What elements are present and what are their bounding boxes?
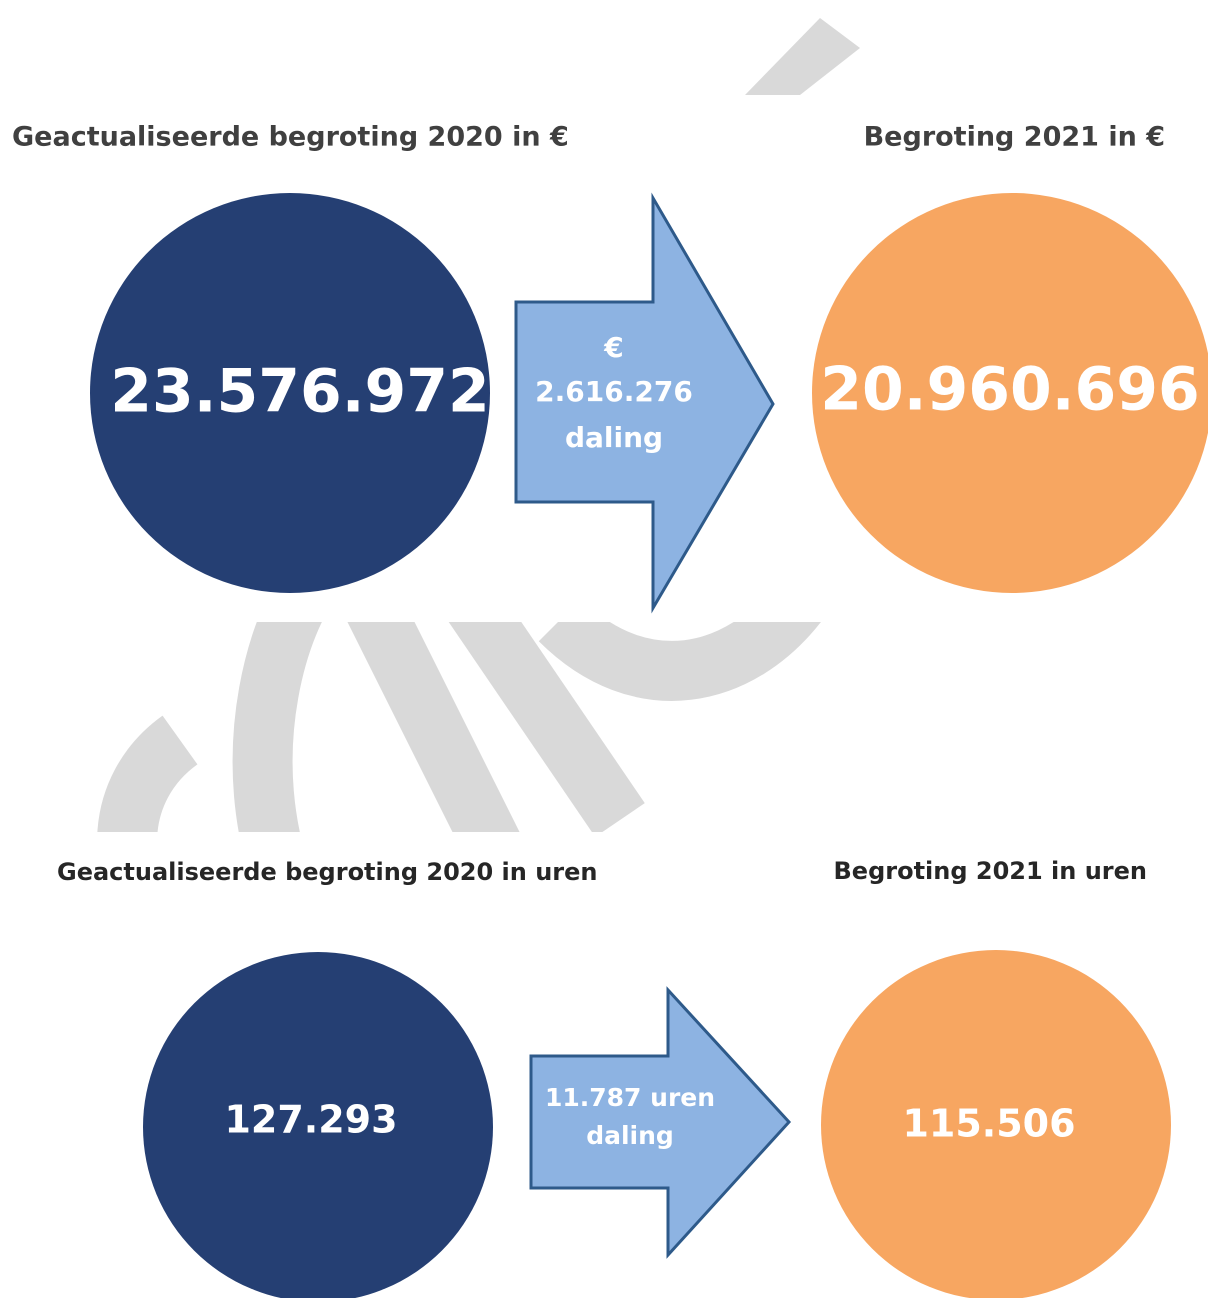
value: 115.506	[902, 1102, 1075, 1146]
circle	[821, 950, 1171, 1298]
value: 127.293	[224, 1098, 397, 1142]
value: 20.960.696	[820, 355, 1200, 425]
watermark	[97, 18, 860, 832]
circle	[90, 193, 490, 593]
title: Geactualiseerde begroting 2020 in €	[12, 122, 569, 153]
arrow	[514, 192, 775, 614]
title: Begroting 2021 in €	[864, 122, 1165, 153]
title: Geactualiseerde begroting 2020 in uren	[57, 858, 597, 886]
value: 23.576.972	[110, 357, 490, 427]
circle	[812, 193, 1208, 593]
title: Begroting 2021 in uren	[834, 857, 1148, 885]
arrow-text: 11.787 uren	[545, 1083, 715, 1112]
arrow-text: daling	[565, 421, 663, 454]
circle	[143, 952, 493, 1298]
arrow-text: 2.616.276	[535, 375, 693, 408]
arrow-text: daling	[586, 1121, 674, 1150]
arrow	[529, 986, 792, 1259]
arrow-text: €	[603, 331, 623, 364]
